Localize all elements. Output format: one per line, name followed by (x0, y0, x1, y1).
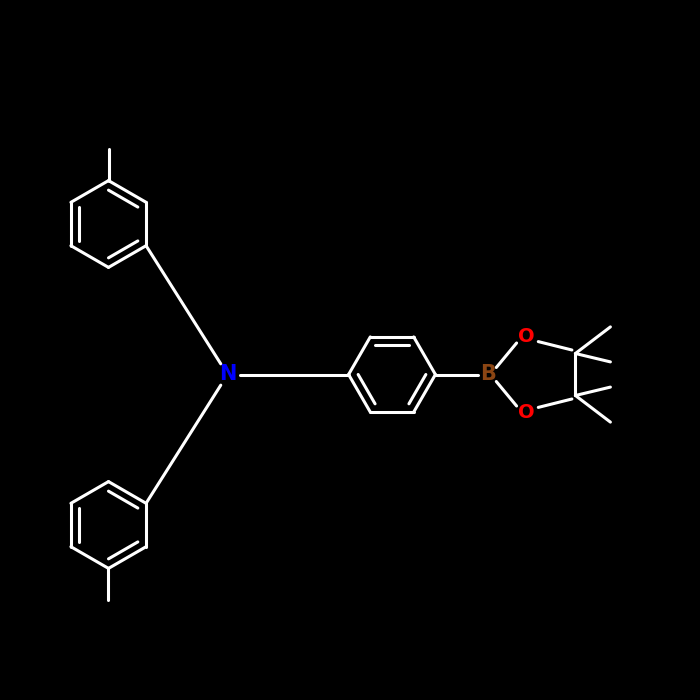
Text: B: B (480, 365, 496, 384)
Text: N: N (219, 365, 236, 384)
Text: O: O (518, 326, 535, 346)
Text: O: O (518, 403, 535, 423)
